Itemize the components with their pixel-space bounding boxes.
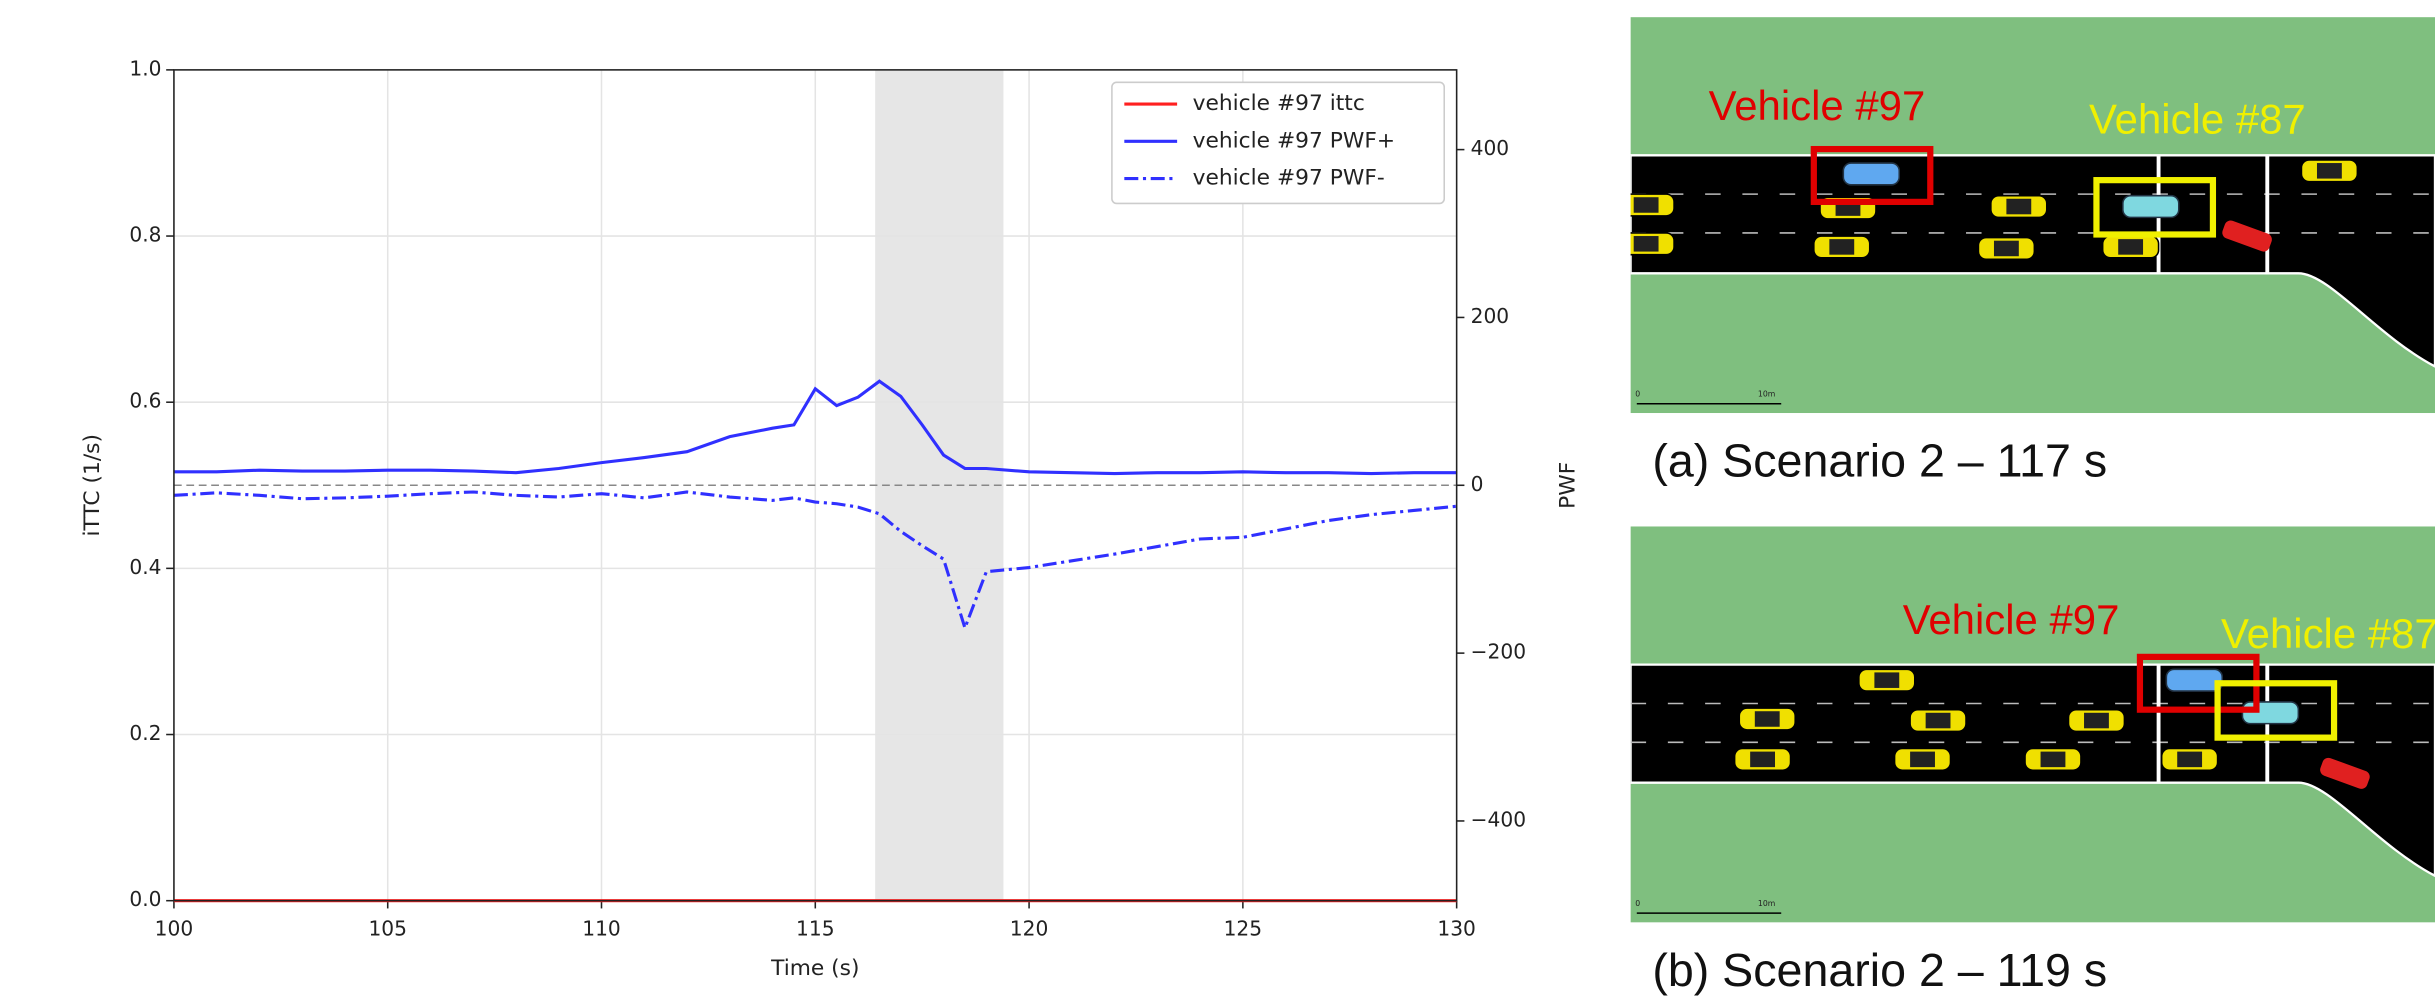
y2-tick-label: 0 [1471, 472, 1484, 496]
car-window [1925, 712, 1951, 729]
y2-axis-label: PWF [1555, 462, 1580, 509]
x-tick-label: 120 [1010, 917, 1049, 941]
label-yellow: Vehicle #87 [2089, 96, 2306, 143]
car-window [1750, 751, 1776, 768]
label-red: Vehicle #97 [1709, 82, 1926, 129]
y-tick-label: 0.6 [129, 389, 161, 413]
yellow-box [2214, 680, 2338, 741]
y2-tick-label: 200 [1471, 304, 1510, 328]
legend-label: vehicle #97 PWF+ [1193, 128, 1395, 153]
car-window [1874, 672, 1900, 688]
car-window [1910, 751, 1935, 768]
scene-panel: Vehicle #97 Vehicle #87 0 10m [1630, 526, 2435, 923]
panel-caption: (a) Scenario 2 – 117 s [1652, 435, 2107, 487]
car-window [1829, 239, 1855, 255]
label-red: Vehicle #97 [1903, 596, 2120, 643]
x-axis-label: Time (s) [770, 956, 859, 981]
x-tick-label: 100 [155, 917, 194, 941]
legend-box [1111, 81, 1446, 205]
car-window [2084, 712, 2109, 729]
red-car [2222, 220, 2272, 252]
car-window [1754, 711, 1780, 727]
y-axis-label: iTTC (1/s) [80, 434, 105, 536]
x-tick-label: 105 [368, 917, 407, 941]
y2-tick-label: −200 [1471, 640, 1526, 664]
car-window [1633, 236, 1659, 252]
label-yellow: Vehicle #87 [2221, 610, 2435, 657]
x-tick-label: 110 [582, 917, 621, 941]
y-tick-label: 1.0 [129, 56, 161, 80]
plot-frame [173, 69, 1458, 902]
y-tick-label: 0.4 [129, 555, 161, 579]
red-box [1810, 145, 1934, 205]
car-window [2118, 239, 2144, 255]
y-tick-label: 0.2 [129, 721, 161, 745]
scale-label: 10m [1758, 389, 1775, 398]
red-car [2320, 757, 2370, 789]
car-window [2316, 163, 2342, 179]
cyan-car [2122, 194, 2180, 219]
car-window [1993, 240, 2019, 257]
car-window [2177, 751, 2203, 768]
y2-tick-label: −400 [1471, 807, 1526, 831]
y2-tick-label: 400 [1471, 136, 1510, 160]
car-window [2006, 198, 2032, 215]
series-line [173, 490, 1457, 633]
legend-label: vehicle #97 ittc [1193, 91, 1365, 116]
car-window [2040, 751, 2066, 768]
y-tick-label: 0.8 [129, 223, 161, 247]
series-line [173, 379, 1457, 476]
blue-car [2165, 668, 2224, 692]
y-tick-label: 0.0 [129, 887, 161, 911]
scale-label: 0 [1635, 389, 1640, 398]
x-tick-label: 125 [1224, 917, 1263, 941]
scale-label: 0 [1635, 899, 1640, 908]
scale-label: 10m [1758, 899, 1775, 908]
x-tick-label: 115 [796, 917, 835, 941]
legend-label: vehicle #97 PWF- [1193, 166, 1385, 191]
car-window [1633, 197, 1659, 213]
panel-caption: (b) Scenario 2 – 119 s [1652, 944, 2107, 996]
blue-car [1842, 162, 1901, 186]
yellow-box [2093, 177, 2217, 238]
scene-panel: Vehicle #97 Vehicle #87 0 10m [1630, 17, 2435, 414]
x-tick-label: 130 [1437, 917, 1476, 941]
